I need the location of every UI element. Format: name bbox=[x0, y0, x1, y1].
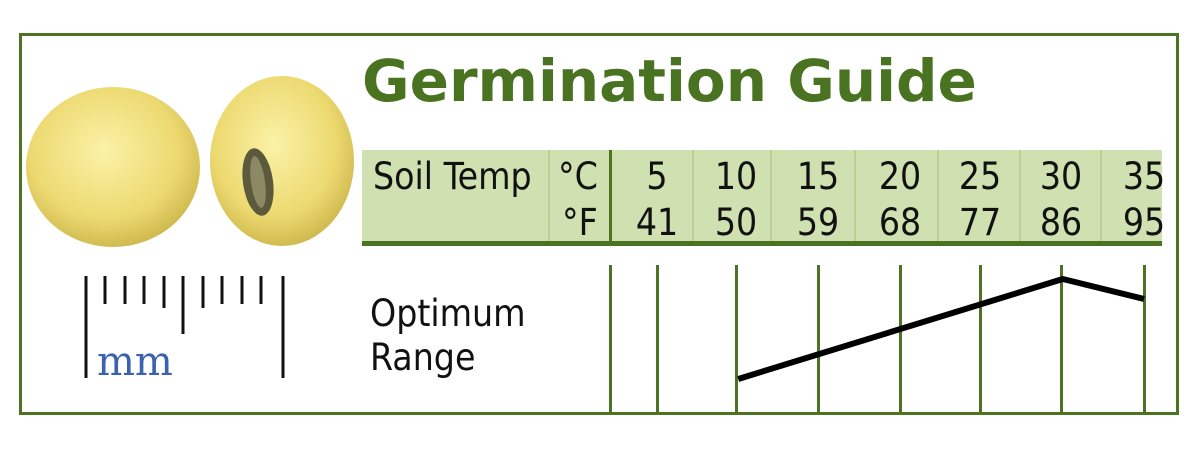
fahrenheit-value: 41 bbox=[635, 201, 679, 244]
optimum-range-label: Optimum Range bbox=[370, 292, 526, 381]
fahrenheit-value: 77 bbox=[958, 201, 1002, 244]
celsius-unit: °C bbox=[558, 155, 598, 198]
fahrenheit-value: 86 bbox=[1039, 201, 1083, 244]
temp-gridline bbox=[899, 265, 902, 412]
soil-temp-label: Soil Temp bbox=[373, 155, 532, 198]
fahrenheit-value: 50 bbox=[714, 201, 758, 244]
soybean-seed-icon bbox=[26, 87, 200, 247]
celsius-value: 5 bbox=[646, 155, 668, 198]
celsius-value: 10 bbox=[714, 155, 758, 198]
header-separator bbox=[1019, 150, 1021, 241]
celsius-value: 30 bbox=[1039, 155, 1083, 198]
temp-gridline bbox=[1143, 265, 1146, 412]
temp-gridline bbox=[656, 265, 659, 412]
celsius-value: 15 bbox=[796, 155, 840, 198]
header-separator bbox=[548, 150, 550, 241]
guide-frame bbox=[19, 33, 1179, 415]
page-title: Germination Guide bbox=[362, 47, 977, 115]
soybean-seed-hilum-icon bbox=[210, 76, 354, 246]
soil-temp-header bbox=[362, 150, 1162, 241]
optimum-range-line-1: Optimum bbox=[370, 292, 526, 335]
celsius-value: 20 bbox=[878, 155, 922, 198]
unit-separator bbox=[609, 150, 612, 241]
optimum-range-line-2: Range bbox=[370, 336, 476, 380]
optimum-range-line bbox=[737, 276, 1145, 382]
header-separator bbox=[937, 150, 939, 241]
header-separator bbox=[692, 150, 694, 241]
fahrenheit-unit: °F bbox=[562, 201, 598, 244]
range-axis-line bbox=[609, 265, 612, 412]
scale-unit-label: mm bbox=[97, 339, 173, 385]
soybean-seeds bbox=[26, 76, 354, 247]
header-separator bbox=[1100, 150, 1102, 241]
celsius-value: 25 bbox=[958, 155, 1002, 198]
header-separator bbox=[854, 150, 856, 241]
fahrenheit-value: 68 bbox=[878, 201, 922, 244]
header-rule bbox=[362, 241, 1162, 246]
fahrenheit-value: 59 bbox=[796, 201, 840, 244]
temp-gridline bbox=[1060, 265, 1063, 412]
fahrenheit-value: 95 bbox=[1122, 201, 1166, 244]
temp-gridline bbox=[735, 265, 738, 412]
temp-gridline bbox=[979, 265, 982, 412]
mm-ruler-icon bbox=[84, 276, 285, 378]
celsius-value: 35 bbox=[1122, 155, 1166, 198]
temp-gridline bbox=[817, 265, 820, 412]
header-separator bbox=[770, 150, 772, 241]
